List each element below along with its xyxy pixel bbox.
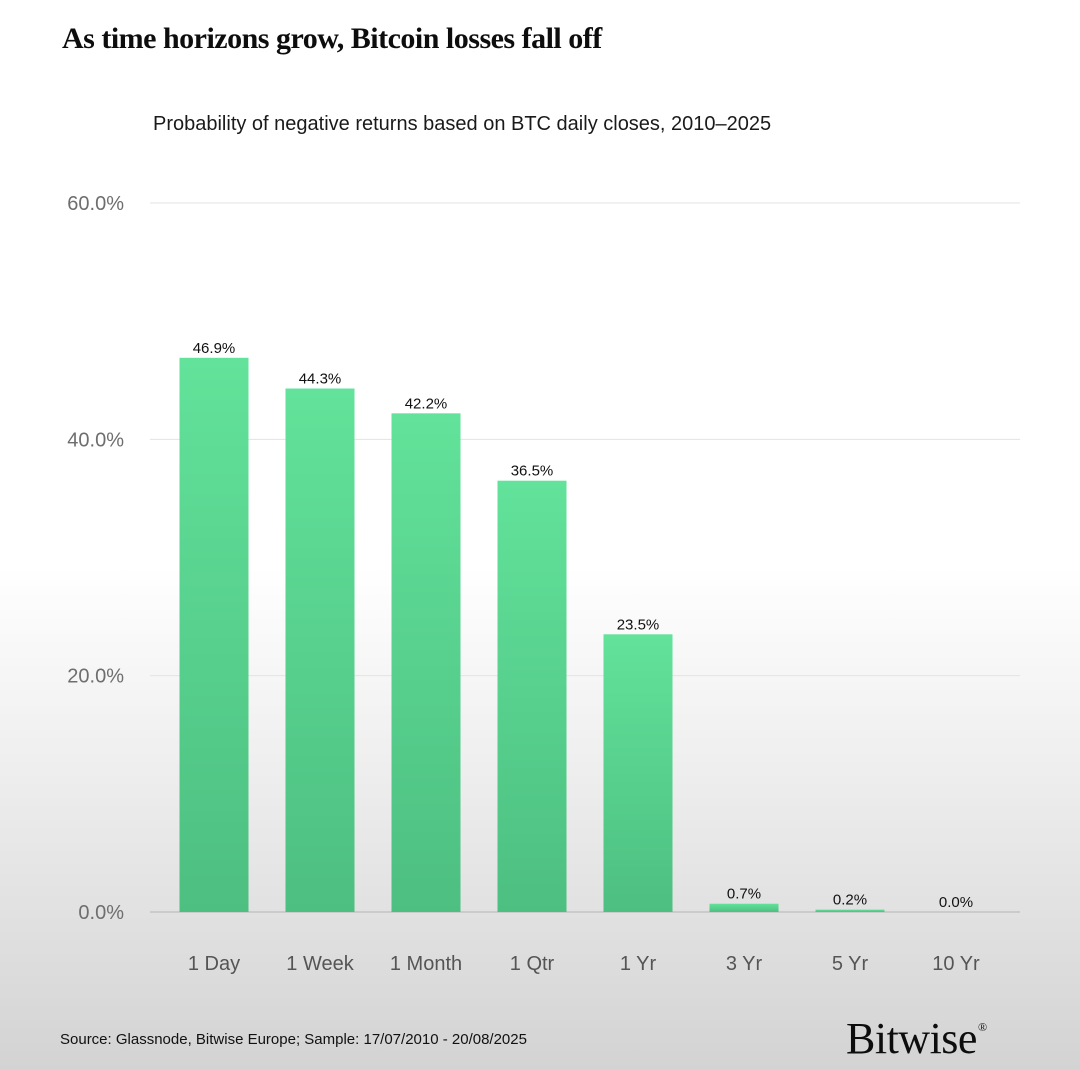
data-label: 0.7% <box>727 886 761 903</box>
bar-chart: 0.0% 20.0% 40.0% 60.0% 46.9% 1 Day 44.3% 1 Week… <box>67 193 1020 975</box>
data-label: 0.0% <box>939 894 973 911</box>
y-tick-label: 60.0% <box>67 193 124 215</box>
data-label: 44.3% <box>299 371 342 388</box>
y-tick-label: 0.0% <box>78 902 124 924</box>
x-tick-label: 3 Yr <box>726 953 763 975</box>
brand-name: Bitwise <box>846 1014 977 1063</box>
brand-logo: Bitwise® <box>846 1013 987 1064</box>
registered-mark: ® <box>977 1020 987 1035</box>
chart-headline: As time horizons grow, Bitcoin losses fa… <box>62 22 602 55</box>
source-footnote: Source: Glassnode, Bitwise Europe; Sampl… <box>60 1031 527 1048</box>
bar-1-yr <box>603 634 673 912</box>
data-label: 46.9% <box>193 340 236 357</box>
bar-1-week <box>285 388 355 912</box>
data-label: 42.2% <box>405 395 448 412</box>
x-tick-label: 1 Qtr <box>510 953 555 975</box>
bar-1-qtr <box>497 480 567 912</box>
bar-5-yr <box>815 909 885 912</box>
bar-1-month <box>391 413 461 912</box>
data-label: 23.5% <box>617 616 660 633</box>
x-tick-label: 5 Yr <box>832 953 869 975</box>
bar-3-yr <box>709 903 779 912</box>
x-tick-label: 1 Week <box>286 953 354 975</box>
x-tick-label: 1 Yr <box>620 953 657 975</box>
bar-1-day <box>179 357 249 912</box>
y-tick-label: 20.0% <box>67 666 124 688</box>
chart-subtitle: Probability of negative returns based on… <box>153 113 772 135</box>
data-label: 36.5% <box>511 463 554 480</box>
y-tick-label: 40.0% <box>67 429 124 451</box>
data-label: 0.2% <box>833 892 867 909</box>
x-tick-label: 10 Yr <box>932 953 980 975</box>
x-tick-label: 1 Day <box>188 953 240 975</box>
x-tick-label: 1 Month <box>390 953 462 975</box>
